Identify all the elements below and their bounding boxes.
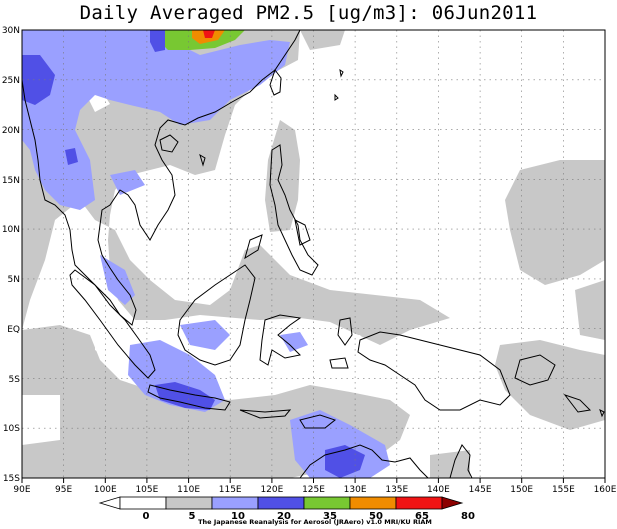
coastlines bbox=[22, 30, 605, 478]
colorbar-label: 80 bbox=[461, 511, 475, 522]
colorbar-segment-20-35 bbox=[257, 496, 305, 510]
colorbar-labels: 0 5 10 20 35 50 65 80 bbox=[143, 511, 475, 522]
lat-tick-label: 15N bbox=[2, 176, 20, 186]
colorbar-label: 0 bbox=[143, 511, 150, 522]
lon-tick-label: 120E bbox=[260, 485, 283, 495]
lon-tick-label: 160E bbox=[594, 485, 617, 495]
lon-tick-label: 100E bbox=[94, 485, 117, 495]
colorbar-label: 35 bbox=[323, 511, 337, 522]
lon-labels: 90E 95E 100E 105E 110E 115E 120E 125E 13… bbox=[13, 485, 616, 495]
lon-tick-label: 95E bbox=[55, 485, 72, 495]
lon-tick-label: 155E bbox=[552, 485, 575, 495]
colorbar-segment-below-0 bbox=[98, 496, 121, 510]
colorbar-label: 10 bbox=[231, 511, 245, 522]
lon-tick-label: 125E bbox=[302, 485, 325, 495]
axis-ticks bbox=[21, 478, 606, 483]
colorbar-label: 65 bbox=[415, 511, 429, 522]
lat-labels: 30N 25N 20N 15N 10N 5N EQ 5S 10S 15S bbox=[2, 26, 20, 484]
lat-tick-label: 15S bbox=[3, 474, 20, 484]
lon-tick-label: 140E bbox=[427, 485, 450, 495]
lon-tick-label: 130E bbox=[344, 485, 367, 495]
lon-tick-label: 150E bbox=[510, 485, 533, 495]
lon-tick-label: 115E bbox=[219, 485, 242, 495]
lat-tick-label: 20N bbox=[2, 126, 20, 136]
colorbar-segment-above-80 bbox=[441, 496, 464, 510]
lat-tick-label: EQ bbox=[7, 325, 20, 335]
colorbar-segment-35-50 bbox=[303, 496, 351, 510]
lat-tick-label: 10S bbox=[3, 424, 20, 434]
colorbar-label: 50 bbox=[369, 511, 383, 522]
colorbar-segment-10-20 bbox=[211, 496, 259, 510]
lat-tick-label: 5S bbox=[9, 375, 21, 385]
lon-tick-label: 135E bbox=[385, 485, 408, 495]
lon-tick-label: 110E bbox=[177, 485, 200, 495]
lon-tick-label: 145E bbox=[469, 485, 492, 495]
field-20-35-north bbox=[150, 30, 165, 52]
lat-tick-label: 10N bbox=[2, 225, 20, 235]
colorbar-segment-50-65 bbox=[349, 496, 397, 510]
colorbar-label: 20 bbox=[277, 511, 291, 522]
colorbar-segment-0-5 bbox=[119, 496, 167, 510]
lat-tick-label: 25N bbox=[2, 76, 20, 86]
pm25-concentration-field bbox=[22, 30, 605, 478]
map-title: Daily Averaged PM2.5 [ug/m3]: 06Jun2011 bbox=[79, 2, 538, 24]
colorbar bbox=[98, 496, 464, 510]
colorbar-segment-5-10 bbox=[165, 496, 213, 510]
lat-tick-label: 5N bbox=[8, 275, 20, 285]
field-65-80 bbox=[203, 30, 215, 38]
lon-tick-label: 90E bbox=[13, 485, 30, 495]
lon-tick-label: 105E bbox=[135, 485, 158, 495]
data-credit: The Japanese Reanalysis for Aerosol (JRA… bbox=[198, 518, 432, 526]
colorbar-label: 5 bbox=[189, 511, 196, 522]
lat-tick-label: 30N bbox=[2, 26, 20, 36]
colorbar-segment-65-80 bbox=[395, 496, 443, 510]
